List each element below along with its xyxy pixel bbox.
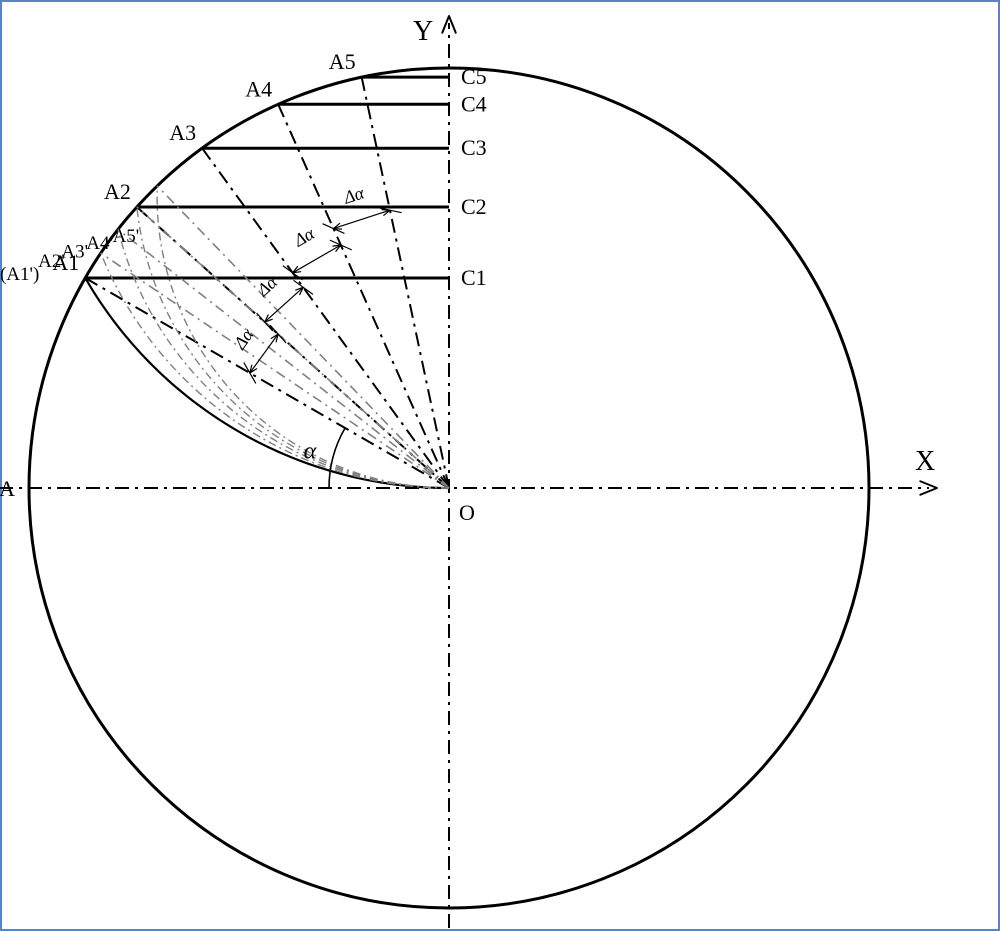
- delta-label-4: Δα: [340, 182, 367, 208]
- label-A4: A4: [245, 76, 272, 101]
- label-C4: C4: [461, 91, 487, 116]
- label-C1: C1: [461, 265, 487, 290]
- alpha-label: α: [304, 438, 317, 464]
- radius-A4: [278, 104, 449, 488]
- label-A5: A5: [329, 49, 356, 74]
- label-C3: C3: [461, 135, 487, 160]
- delta-dim-4: [333, 210, 389, 228]
- label-A3-prime: A3': [61, 241, 88, 262]
- label-A4-prime: A4': [86, 233, 113, 254]
- radius-prime-3: [118, 229, 449, 488]
- label-A2: A2: [104, 179, 131, 204]
- label-A5-prime: A5': [113, 226, 140, 247]
- radius-A1: [85, 278, 449, 488]
- label-C5: C5: [461, 64, 487, 89]
- delta-label-2: Δα: [252, 271, 281, 300]
- delta-label-1: Δα: [229, 324, 258, 353]
- geometric-diagram: XYOAA1C1A2C2A3C3A4C4A5C5(A1')A2'A3'A4'A5…: [0, 0, 1000, 931]
- label-A1-prime: (A1'): [0, 264, 39, 285]
- alpha-arc: [329, 428, 345, 488]
- x-axis-label: X: [915, 446, 935, 477]
- point-A-label: A: [0, 476, 15, 501]
- radius-A3: [202, 148, 449, 488]
- y-axis-label: Y: [413, 16, 433, 47]
- radius-A5: [362, 77, 449, 488]
- frame-border: [1, 1, 999, 930]
- origin-label: O: [459, 500, 475, 525]
- label-A3: A3: [169, 120, 196, 145]
- delta-label-3: Δα: [289, 223, 318, 251]
- label-C2: C2: [461, 194, 487, 219]
